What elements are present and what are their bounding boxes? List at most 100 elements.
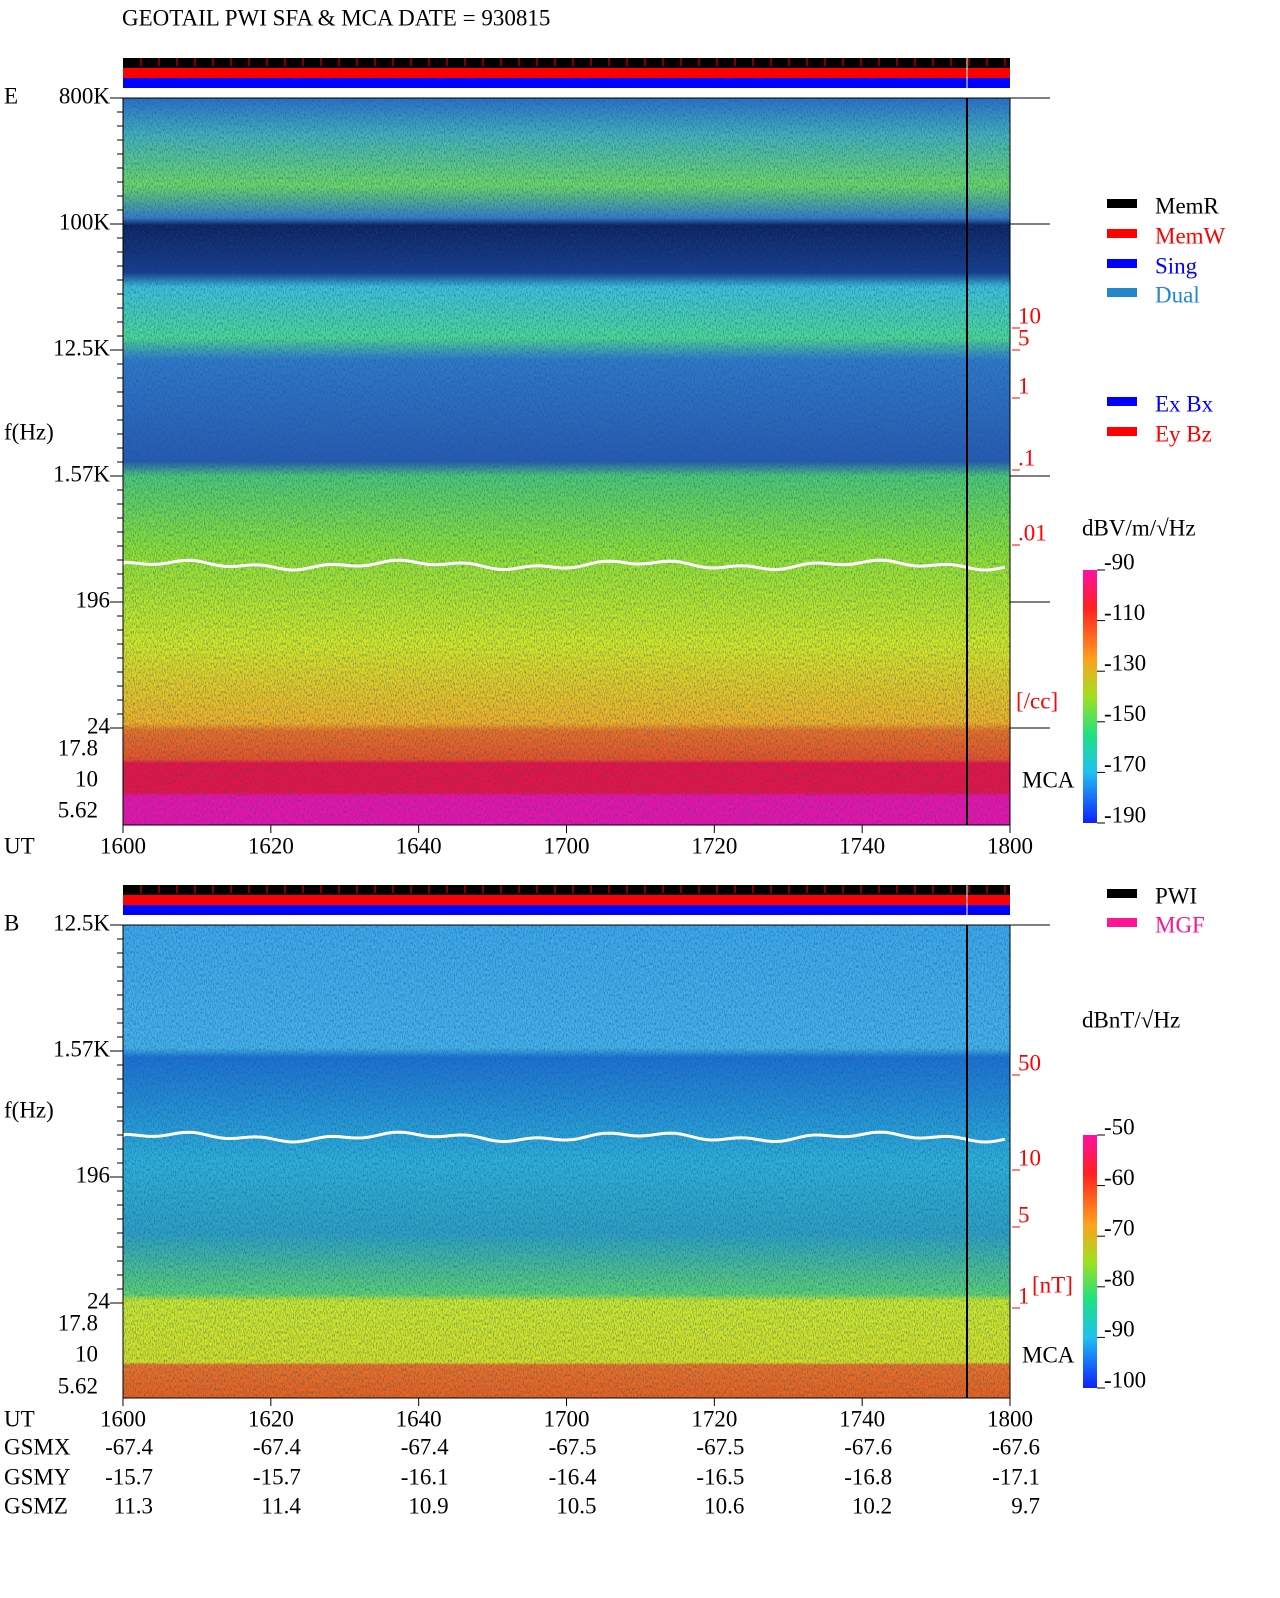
colorbar-tick-label: -50 xyxy=(1104,1114,1135,1139)
y-tick-label: 24 xyxy=(87,713,111,738)
colorbar-tick-label: -100 xyxy=(1104,1367,1146,1392)
x-tick-label: 1700 xyxy=(544,1406,590,1431)
x-tick-label: 1600 xyxy=(100,833,146,858)
mca-tick-label: 5.62 xyxy=(58,1373,98,1398)
colorbar-unit: dBV/m/√Hz xyxy=(1082,515,1196,540)
panel-label: B xyxy=(4,910,19,935)
legend-label: Ey Bz xyxy=(1155,421,1212,446)
orbit-value: -16.1 xyxy=(401,1464,449,1489)
x-tick-label: 1800 xyxy=(987,833,1033,858)
orbit-value: 11.4 xyxy=(261,1493,301,1518)
legend-label: MGF xyxy=(1155,912,1205,937)
x-tick-label: 1740 xyxy=(839,1406,885,1431)
y-axis-label: f(Hz) xyxy=(4,419,54,444)
spectrogram-noise xyxy=(123,925,1010,1398)
y-tick-label: 196 xyxy=(76,1162,111,1187)
y-tick-label: 24 xyxy=(87,1288,111,1313)
orbit-value: 10.2 xyxy=(852,1493,892,1518)
orbit-name: GSMX xyxy=(4,1434,71,1459)
colorbar-tick-label: -190 xyxy=(1104,802,1146,827)
orbit-value: -16.5 xyxy=(696,1464,744,1489)
orbit-value: -67.4 xyxy=(253,1434,301,1459)
density-tick-label: .1 xyxy=(1018,445,1035,470)
orbit-value: -67.4 xyxy=(401,1434,449,1459)
legend-swatch xyxy=(1107,397,1137,406)
colorbar-tick-label: -70 xyxy=(1104,1215,1135,1240)
x-tick-label: 1640 xyxy=(396,833,442,858)
plasma-line xyxy=(121,558,1006,572)
legend-label: Dual xyxy=(1155,282,1200,307)
colorbar-unit: dBnT/√Hz xyxy=(1082,1007,1180,1032)
mca-label: MCA xyxy=(1022,1342,1075,1367)
legend-swatch xyxy=(1107,427,1137,436)
x-axis-label: UT xyxy=(4,833,35,858)
status-bar xyxy=(123,905,1010,915)
status-bar xyxy=(123,58,1010,68)
x-tick-label: 1640 xyxy=(396,1406,442,1431)
orbit-value: -16.8 xyxy=(844,1464,892,1489)
legend-label: Ex Bx xyxy=(1155,391,1214,416)
status-bar xyxy=(123,895,1010,905)
x-axis-label: UT xyxy=(4,1406,35,1431)
orbit-value: 10.6 xyxy=(704,1493,744,1518)
colorbar-tick-label: -80 xyxy=(1104,1266,1135,1291)
mca-tick-label: 17.8 xyxy=(58,735,98,760)
orbit-value: 9.7 xyxy=(1011,1493,1040,1518)
orbit-value: -67.5 xyxy=(549,1434,597,1459)
y-tick-label: 12.5K xyxy=(53,335,110,360)
y-tick-label: 100K xyxy=(59,209,111,234)
density-tick-label: 1 xyxy=(1018,1283,1030,1308)
orbit-value: 10.9 xyxy=(408,1493,448,1518)
mca-tick-label: 10 xyxy=(75,766,98,791)
legend-label: MemW xyxy=(1155,223,1226,248)
legend-swatch xyxy=(1107,199,1137,208)
status-bar xyxy=(123,885,1010,895)
legend-swatch xyxy=(1107,889,1137,898)
y-tick-label: 800K xyxy=(59,83,111,108)
colorbar-tick-label: -90 xyxy=(1104,1317,1135,1342)
legend-swatch xyxy=(1107,259,1137,268)
colorbar xyxy=(1083,1135,1097,1388)
x-tick-label: 1620 xyxy=(248,833,294,858)
density-tick-label: 50 xyxy=(1018,1050,1041,1075)
colorbar xyxy=(1083,570,1097,823)
plasma-line xyxy=(121,1130,1006,1144)
x-tick-label: 1740 xyxy=(839,833,885,858)
x-tick-label: 1700 xyxy=(544,833,590,858)
title: GEOTAIL PWI SFA & MCA DATE = 930815 xyxy=(122,5,550,30)
density-tick-label: 5 xyxy=(1018,325,1030,350)
density-unit: [/cc] xyxy=(1016,688,1058,713)
x-tick-label: 1800 xyxy=(987,1406,1033,1431)
legend-label: PWI xyxy=(1155,883,1197,908)
orbit-value: 10.5 xyxy=(556,1493,596,1518)
mca-tick-label: 17.8 xyxy=(58,1310,98,1335)
colorbar-tick-label: -130 xyxy=(1104,650,1146,675)
status-bar xyxy=(123,78,1010,88)
status-bar xyxy=(123,68,1010,78)
density-tick-label: 1 xyxy=(1018,373,1030,398)
mca-tick-label: 5.62 xyxy=(58,797,98,822)
spectrogram-noise xyxy=(123,98,1010,825)
orbit-value: -16.4 xyxy=(549,1464,597,1489)
x-tick-label: 1600 xyxy=(100,1406,146,1431)
orbit-value: 11.3 xyxy=(114,1493,153,1518)
mca-tick-label: 10 xyxy=(75,1341,98,1366)
legend-swatch xyxy=(1107,288,1137,297)
orbit-name: GSMY xyxy=(4,1464,71,1489)
density-tick-label: .01 xyxy=(1018,520,1047,545)
orbit-value: -67.4 xyxy=(105,1434,153,1459)
colorbar-tick-label: -60 xyxy=(1104,1165,1135,1190)
legend-label: MemR xyxy=(1155,193,1220,218)
colorbar-tick-label: -90 xyxy=(1104,549,1135,574)
density-tick-label: 10 xyxy=(1018,1145,1041,1170)
legend-swatch xyxy=(1107,918,1137,927)
orbit-name: GSMZ xyxy=(4,1493,68,1518)
density-tick-label: 10 xyxy=(1018,303,1041,328)
density-tick-label: 5 xyxy=(1018,1202,1030,1227)
y-tick-label: 12.5K xyxy=(53,910,110,935)
y-axis-label: f(Hz) xyxy=(4,1097,54,1122)
colorbar-tick-label: -110 xyxy=(1104,600,1145,625)
y-tick-label: 1.57K xyxy=(53,461,110,486)
legend-swatch xyxy=(1107,229,1137,238)
